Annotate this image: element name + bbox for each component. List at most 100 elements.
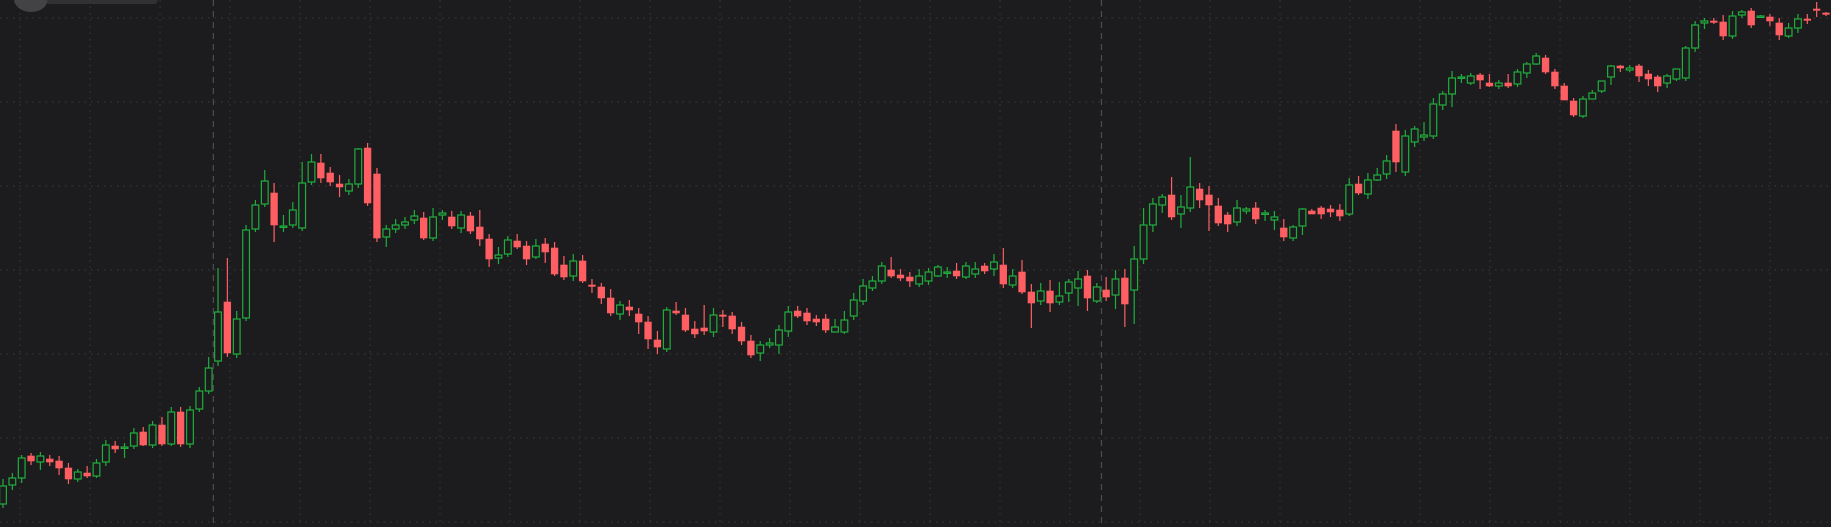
candle[interactable]	[531, 239, 540, 259]
candle[interactable]	[466, 212, 475, 234]
candle[interactable]	[1710, 18, 1718, 24]
candle[interactable]	[1317, 206, 1325, 219]
candle[interactable]	[793, 306, 802, 318]
candle[interactable]	[8, 473, 17, 490]
candle[interactable]	[1635, 64, 1643, 82]
candle-series[interactable]	[0, 2, 1830, 508]
candle[interactable]	[176, 407, 185, 447]
candle[interactable]	[803, 308, 811, 325]
candle[interactable]	[522, 241, 531, 265]
candle[interactable]	[1252, 202, 1260, 224]
candle[interactable]	[1401, 130, 1410, 176]
candle[interactable]	[1074, 271, 1083, 306]
candle[interactable]	[541, 238, 549, 263]
candle[interactable]	[55, 456, 63, 475]
candle[interactable]	[1420, 122, 1428, 141]
candle[interactable]	[1766, 14, 1774, 26]
candle[interactable]	[662, 307, 671, 352]
candle[interactable]	[288, 202, 297, 228]
candle[interactable]	[625, 300, 634, 316]
candle[interactable]	[1224, 212, 1232, 232]
candle[interactable]	[0, 479, 7, 508]
candle[interactable]	[1494, 80, 1503, 89]
candle[interactable]	[831, 319, 840, 333]
candle[interactable]	[476, 210, 484, 246]
candle[interactable]	[896, 269, 905, 281]
candle[interactable]	[691, 321, 699, 338]
candle[interactable]	[195, 387, 204, 412]
candle[interactable]	[1270, 211, 1279, 230]
candle[interactable]	[1121, 269, 1129, 327]
candle[interactable]	[1793, 14, 1802, 33]
candle[interactable]	[335, 175, 344, 197]
candle[interactable]	[214, 268, 222, 366]
candle[interactable]	[1214, 198, 1222, 226]
candle[interactable]	[616, 301, 624, 320]
candle[interactable]	[36, 452, 45, 470]
candle[interactable]	[980, 263, 989, 274]
candle[interactable]	[653, 331, 662, 354]
candle[interactable]	[27, 453, 35, 465]
candle[interactable]	[167, 407, 176, 446]
candle[interactable]	[494, 247, 503, 264]
candle[interactable]	[1691, 21, 1700, 52]
candle[interactable]	[1363, 173, 1372, 199]
candle[interactable]	[784, 306, 793, 337]
candle[interactable]	[1448, 71, 1457, 107]
candle[interactable]	[503, 236, 512, 257]
candle[interactable]	[344, 179, 353, 195]
candle[interactable]	[1382, 155, 1391, 179]
candle[interactable]	[1102, 277, 1110, 301]
candle[interactable]	[1308, 209, 1316, 215]
candle[interactable]	[1719, 15, 1727, 40]
candle[interactable]	[812, 315, 821, 326]
candle[interactable]	[1784, 23, 1793, 38]
candle[interactable]	[1672, 68, 1681, 81]
candle[interactable]	[111, 441, 119, 453]
candle[interactable]	[1822, 12, 1830, 16]
candle[interactable]	[840, 311, 849, 334]
candle[interactable]	[1345, 178, 1354, 216]
candle[interactable]	[728, 312, 736, 334]
candle[interactable]	[1644, 70, 1653, 86]
candle[interactable]	[1504, 74, 1512, 88]
candle[interactable]	[1195, 183, 1204, 208]
candle[interactable]	[1139, 208, 1148, 264]
candle[interactable]	[158, 417, 166, 446]
candle[interactable]	[915, 269, 924, 287]
candle[interactable]	[1289, 225, 1298, 241]
candle[interactable]	[1560, 83, 1568, 101]
candle[interactable]	[1513, 69, 1522, 87]
candle[interactable]	[120, 443, 129, 458]
candle[interactable]	[1083, 270, 1092, 311]
candle[interactable]	[101, 440, 110, 466]
candle[interactable]	[64, 463, 73, 484]
candle[interactable]	[186, 406, 194, 448]
candle[interactable]	[270, 183, 278, 242]
candle[interactable]	[1607, 65, 1615, 85]
candle[interactable]	[1176, 195, 1185, 228]
candle[interactable]	[46, 455, 54, 466]
candle[interactable]	[1008, 269, 1017, 288]
candle[interactable]	[756, 341, 765, 361]
candle[interactable]	[1737, 10, 1746, 18]
candle[interactable]	[887, 257, 895, 278]
candle[interactable]	[83, 466, 91, 478]
candle[interactable]	[924, 268, 933, 285]
candle[interactable]	[298, 162, 307, 231]
candle[interactable]	[588, 279, 596, 293]
candle[interactable]	[1429, 98, 1438, 139]
candle[interactable]	[485, 234, 493, 267]
candle[interactable]	[1681, 46, 1690, 81]
candle[interactable]	[578, 255, 587, 283]
candle[interactable]	[1532, 53, 1541, 65]
candle[interactable]	[279, 215, 288, 232]
candle[interactable]	[952, 263, 961, 279]
candle[interactable]	[971, 262, 980, 278]
candle[interactable]	[1522, 62, 1531, 78]
candle[interactable]	[1027, 284, 1036, 328]
candle[interactable]	[1111, 270, 1120, 309]
candle[interactable]	[859, 279, 868, 305]
candle[interactable]	[1812, 2, 1821, 17]
candle[interactable]	[999, 248, 1007, 288]
